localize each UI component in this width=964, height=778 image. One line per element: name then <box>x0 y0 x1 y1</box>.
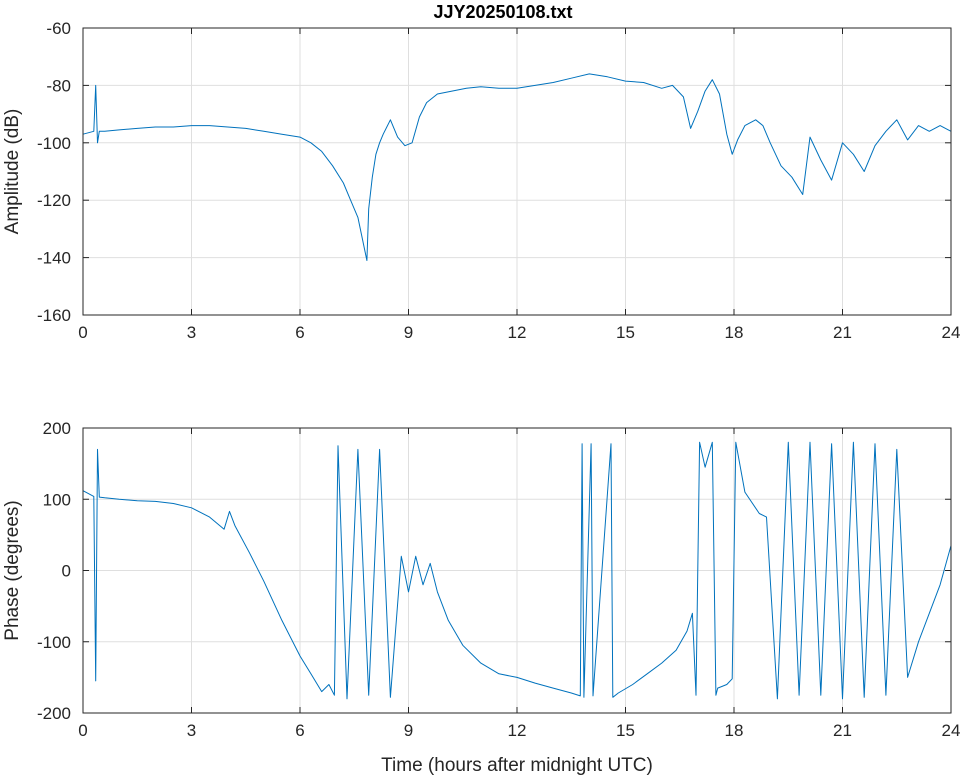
amplitude-x-tick-label-7: 21 <box>833 323 852 342</box>
amplitude-panel: 0 3 6 9 12 15 18 21 24 -160 -140 -120 -100 -80 -60 Ampl… <box>2 19 960 342</box>
amplitude-x-tick-label-8: 24 <box>942 323 961 342</box>
amplitude-x-tick-label-0: 0 <box>78 323 87 342</box>
amplitude-series-line-0 <box>82 73 952 261</box>
phase-x-tick-label-3: 9 <box>404 721 413 740</box>
amplitude-x-tick-label-4: 12 <box>508 323 527 342</box>
phase-x-tick-label-1: 3 <box>187 721 196 740</box>
phase-y-tick-label-3: 100 <box>43 490 71 509</box>
amplitude-y-tick-label-3: -100 <box>37 134 71 153</box>
phase-x-axis-label: Time (hours after midnight UTC) <box>381 755 653 776</box>
phase-x-tick-label-8: 24 <box>942 721 961 740</box>
amplitude-x-tick-label-6: 18 <box>725 323 744 342</box>
amplitude-y-tick-label-0: -160 <box>37 306 71 325</box>
amplitude-y-axis-label: Amplitude (dB) <box>2 109 23 235</box>
amplitude-x-tick-label-3: 9 <box>404 323 413 342</box>
amplitude-y-tick-label-1: -140 <box>37 249 71 268</box>
amplitude-x-tick-label-5: 15 <box>616 323 635 342</box>
amplitude-y-tick-label-4: -80 <box>46 76 71 95</box>
phase-x-tick-label-7: 21 <box>833 721 852 740</box>
phase-series-line-0 <box>82 441 952 700</box>
phase-y-tick-label-0: -200 <box>37 704 71 723</box>
amplitude-y-tick-label-5: -60 <box>46 19 71 38</box>
phase-x-tick-label-2: 6 <box>295 721 304 740</box>
amplitude-y-tick-label-2: -120 <box>37 191 71 210</box>
phase-y-axis-label: Phase (degrees) <box>2 500 23 640</box>
phase-x-tick-label-4: 12 <box>508 721 527 740</box>
phase-x-tick-label-0: 0 <box>78 721 87 740</box>
figure-title: JJY20250108.txt <box>433 2 572 22</box>
phase-y-tick-label-2: 0 <box>62 562 71 581</box>
phase-x-tick-label-6: 18 <box>725 721 744 740</box>
phase-y-tick-label-4: 200 <box>43 419 71 438</box>
phase-y-tick-label-1: -100 <box>37 633 71 652</box>
amplitude-x-tick-label-1: 3 <box>187 323 196 342</box>
phase-panel: 0 3 6 9 12 15 18 21 24 -200 -100 0 100 200 Phase (degr… <box>2 419 960 776</box>
amplitude-x-tick-label-2: 6 <box>295 323 304 342</box>
phase-x-tick-label-5: 15 <box>616 721 635 740</box>
